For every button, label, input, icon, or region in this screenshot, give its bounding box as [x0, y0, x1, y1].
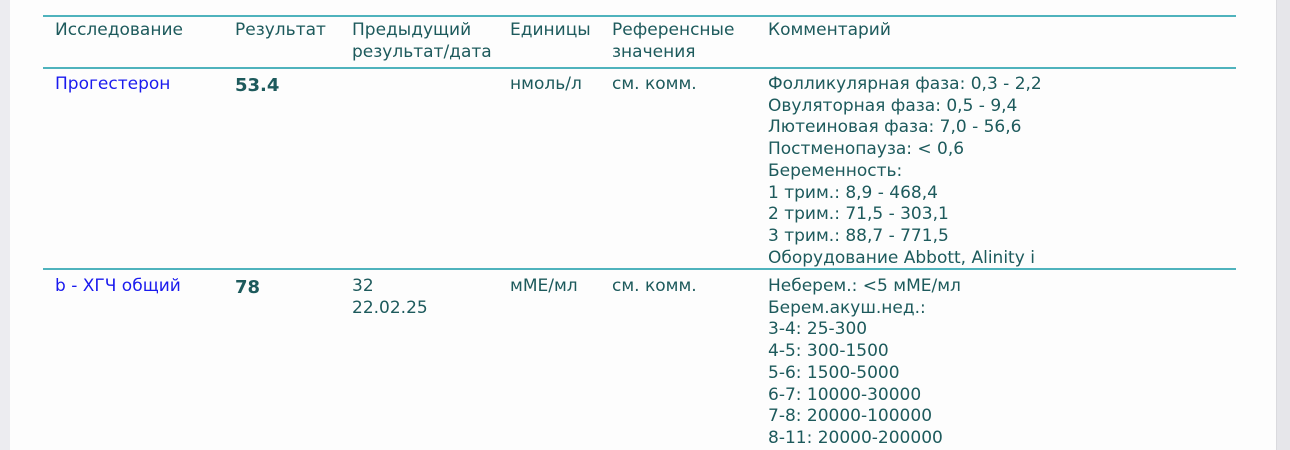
- comment-line: Неберем.: <5 мМЕ/мл: [768, 276, 961, 296]
- units: нмоль/л: [510, 74, 582, 94]
- comment-line: Оборудование Abbott, Alinity i: [768, 247, 1035, 268]
- test-link[interactable]: Прогестерон: [55, 74, 171, 94]
- comment-line: 1 трим.: 8,9 - 468,4: [768, 182, 938, 203]
- header-previous: Предыдущий результат/дата: [352, 20, 492, 63]
- comment-line: 8-11: 20000-200000: [768, 427, 943, 448]
- reference: см. комм.: [612, 74, 697, 94]
- comment-line: 3 трим.: 88,7 - 771,5: [768, 225, 949, 246]
- left-scroll-edge: [0, 0, 10, 450]
- comment-line: Беременность:: [768, 160, 903, 181]
- result-value: 53.4: [235, 75, 280, 96]
- comment-line: 5-6: 1500-5000: [768, 362, 900, 383]
- header-reference: Референсные значения: [612, 20, 734, 63]
- comment-line: 7-8: 20000-100000: [768, 406, 933, 427]
- comment-line: Овуляторная фаза: 0,5 - 9,4: [768, 95, 1018, 116]
- header-units: Единицы: [510, 20, 591, 40]
- comment-line: Фолликулярная фаза: 0,3 - 2,2: [768, 74, 1042, 94]
- comment-line: 4-5: 300-1500: [768, 341, 889, 362]
- comment-line: 6-7: 10000-30000: [768, 384, 922, 405]
- header-previous-line2: результат/дата: [352, 41, 492, 62]
- comment-line: 3-4: 25-300: [768, 319, 868, 340]
- comment-line: Берем.акуш.нед.:: [768, 297, 926, 318]
- header-rule: [43, 67, 1236, 69]
- comment-line: Постменопауза: < 0,6: [768, 139, 965, 160]
- header-result: Результат: [235, 20, 326, 40]
- test-link[interactable]: b - ХГЧ общий: [55, 276, 181, 296]
- table-top-rule: [43, 15, 1236, 17]
- row-rule: [43, 268, 1236, 270]
- header-test: Исследование: [55, 20, 183, 40]
- comment: Неберем.: <5 мМЕ/мл Берем.акуш.нед.: 3-4…: [768, 276, 961, 450]
- comment: Фолликулярная фаза: 0,3 - 2,2 Овуляторна…: [768, 74, 1042, 269]
- previous-result: 32 22.02.25: [352, 276, 428, 319]
- comment-line: 2 трим.: 71,5 - 303,1: [768, 204, 949, 225]
- previous-date: 22.02.25: [352, 297, 428, 318]
- header-reference-line1: Референсные: [612, 20, 735, 40]
- result-value: 78: [235, 277, 261, 298]
- scrollbar[interactable]: [1276, 0, 1290, 450]
- reference: см. комм.: [612, 276, 697, 296]
- header-reference-line2: значения: [612, 41, 696, 62]
- previous-value: 32: [352, 276, 374, 296]
- header-previous-line1: Предыдущий: [352, 20, 472, 40]
- units: мМЕ/мл: [510, 276, 578, 296]
- header-comment: Комментарий: [768, 20, 891, 40]
- comment-line: Лютеиновая фаза: 7,0 - 56,6: [768, 117, 1022, 138]
